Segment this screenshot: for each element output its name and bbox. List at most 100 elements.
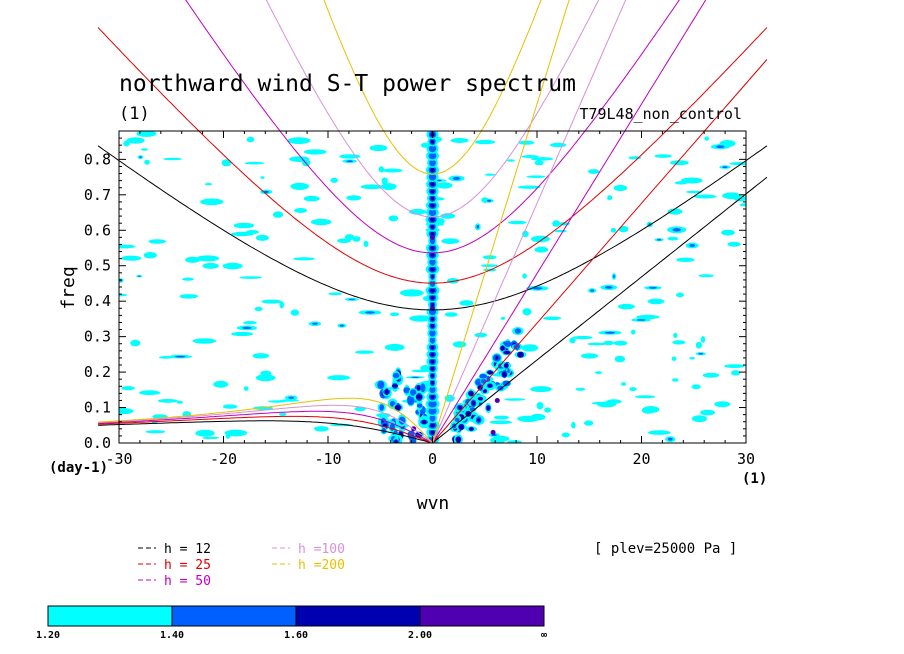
contour-blob xyxy=(731,370,741,376)
contour-blob xyxy=(716,145,725,148)
contour-blob xyxy=(175,355,186,358)
contour-blob xyxy=(508,220,527,225)
contour-blob xyxy=(561,432,570,438)
x-axis-ticks: -30 -20 -10 0 10 20 30 xyxy=(105,131,755,468)
contour-blob xyxy=(667,236,679,241)
contour-blob xyxy=(667,208,683,215)
contour-blob xyxy=(137,275,141,277)
contour-blob xyxy=(549,142,567,148)
contour-blob xyxy=(642,406,660,413)
x-tick-label: 20 xyxy=(632,450,650,468)
contour-blob xyxy=(394,439,398,443)
contour-blob xyxy=(429,414,436,422)
contour-blob xyxy=(430,352,435,357)
contour-blob xyxy=(243,386,249,391)
legend-label: h = 25 xyxy=(164,558,211,573)
contour-blob xyxy=(196,255,220,262)
contour-blob xyxy=(377,380,385,389)
contour-blob xyxy=(604,331,616,334)
contour-blob xyxy=(685,190,703,194)
contour-blob xyxy=(407,395,415,406)
contour-blob xyxy=(504,398,526,401)
x-tick-label: 0 xyxy=(428,450,437,468)
kelvin-wave-curve xyxy=(432,59,768,443)
contour-blob xyxy=(121,386,135,391)
contour-blob xyxy=(289,156,310,163)
contour-blob xyxy=(635,395,656,399)
contour-blob xyxy=(339,324,344,327)
contour-blob xyxy=(430,167,435,173)
contour-blob xyxy=(429,159,436,167)
contour-blob xyxy=(503,363,509,368)
contour-blob xyxy=(430,394,435,400)
contour-blob xyxy=(739,203,746,207)
gravity-wave-curve xyxy=(97,27,768,284)
contour-blob xyxy=(500,345,505,352)
contour-blob xyxy=(415,394,423,400)
contour-blob xyxy=(303,195,320,202)
contour-blob xyxy=(487,199,492,202)
contour-blob xyxy=(430,359,435,364)
colorbar-segment xyxy=(295,605,421,627)
contour-blob xyxy=(192,338,217,344)
contour-blob xyxy=(486,370,494,375)
contour-blob xyxy=(379,404,385,411)
contour-blob xyxy=(352,236,361,242)
colorbar-segment xyxy=(47,605,173,627)
contour-blob xyxy=(243,321,257,325)
contour-blob xyxy=(430,252,435,258)
contour-blob xyxy=(430,139,435,144)
contour-blob xyxy=(348,298,355,301)
contour-blob xyxy=(613,184,628,192)
contour-blob xyxy=(654,154,672,158)
contour-blob xyxy=(410,389,417,396)
contour-blob xyxy=(255,234,269,241)
contour-blob xyxy=(618,303,635,310)
x-tick-label: -10 xyxy=(314,450,341,468)
contour-blob xyxy=(244,161,265,165)
contour-blob xyxy=(231,231,254,237)
legend-label: h = 50 xyxy=(164,574,211,589)
contour-blob xyxy=(714,401,731,408)
contour-blob xyxy=(246,136,255,143)
contour-blob xyxy=(536,402,544,410)
contour-blob xyxy=(431,274,434,279)
contour-blob xyxy=(494,398,500,403)
contour-blob xyxy=(287,137,311,145)
contour-blob xyxy=(288,396,295,399)
contour-blob xyxy=(526,175,546,178)
contour-blob xyxy=(369,144,388,152)
contour-blob xyxy=(430,224,435,229)
contour-blob xyxy=(254,306,263,312)
contour-blob xyxy=(119,407,134,415)
x-tick-label: 10 xyxy=(528,450,546,468)
contour-blob xyxy=(327,375,351,381)
contour-blob xyxy=(480,264,498,267)
contour-blob xyxy=(534,246,549,253)
contour-blob xyxy=(411,376,420,378)
colorbar-label: 1.40 xyxy=(160,630,184,641)
contour-blob xyxy=(613,340,628,346)
contour-blob xyxy=(572,335,593,340)
contour-blob xyxy=(290,309,300,316)
y-tick-label: 0.3 xyxy=(84,328,111,346)
contour-blob xyxy=(607,195,613,201)
y-tick-label: 0.0 xyxy=(84,434,111,452)
contour-blob xyxy=(200,198,224,206)
contour-blob xyxy=(704,136,709,141)
contour-blob xyxy=(500,316,506,320)
colorbar-segment xyxy=(171,605,297,627)
contour-blob xyxy=(458,424,465,430)
contour-blob xyxy=(384,343,405,351)
contour-blob xyxy=(475,139,496,145)
contour-blob xyxy=(452,176,461,180)
y-tick-label: 0.2 xyxy=(84,363,111,381)
contour-blob xyxy=(428,407,437,415)
contour-blob xyxy=(672,228,681,232)
contour-blob xyxy=(126,137,145,144)
contour-blob xyxy=(121,255,142,261)
y-tick-label: 0.1 xyxy=(84,399,111,417)
contour-blob xyxy=(421,419,427,425)
